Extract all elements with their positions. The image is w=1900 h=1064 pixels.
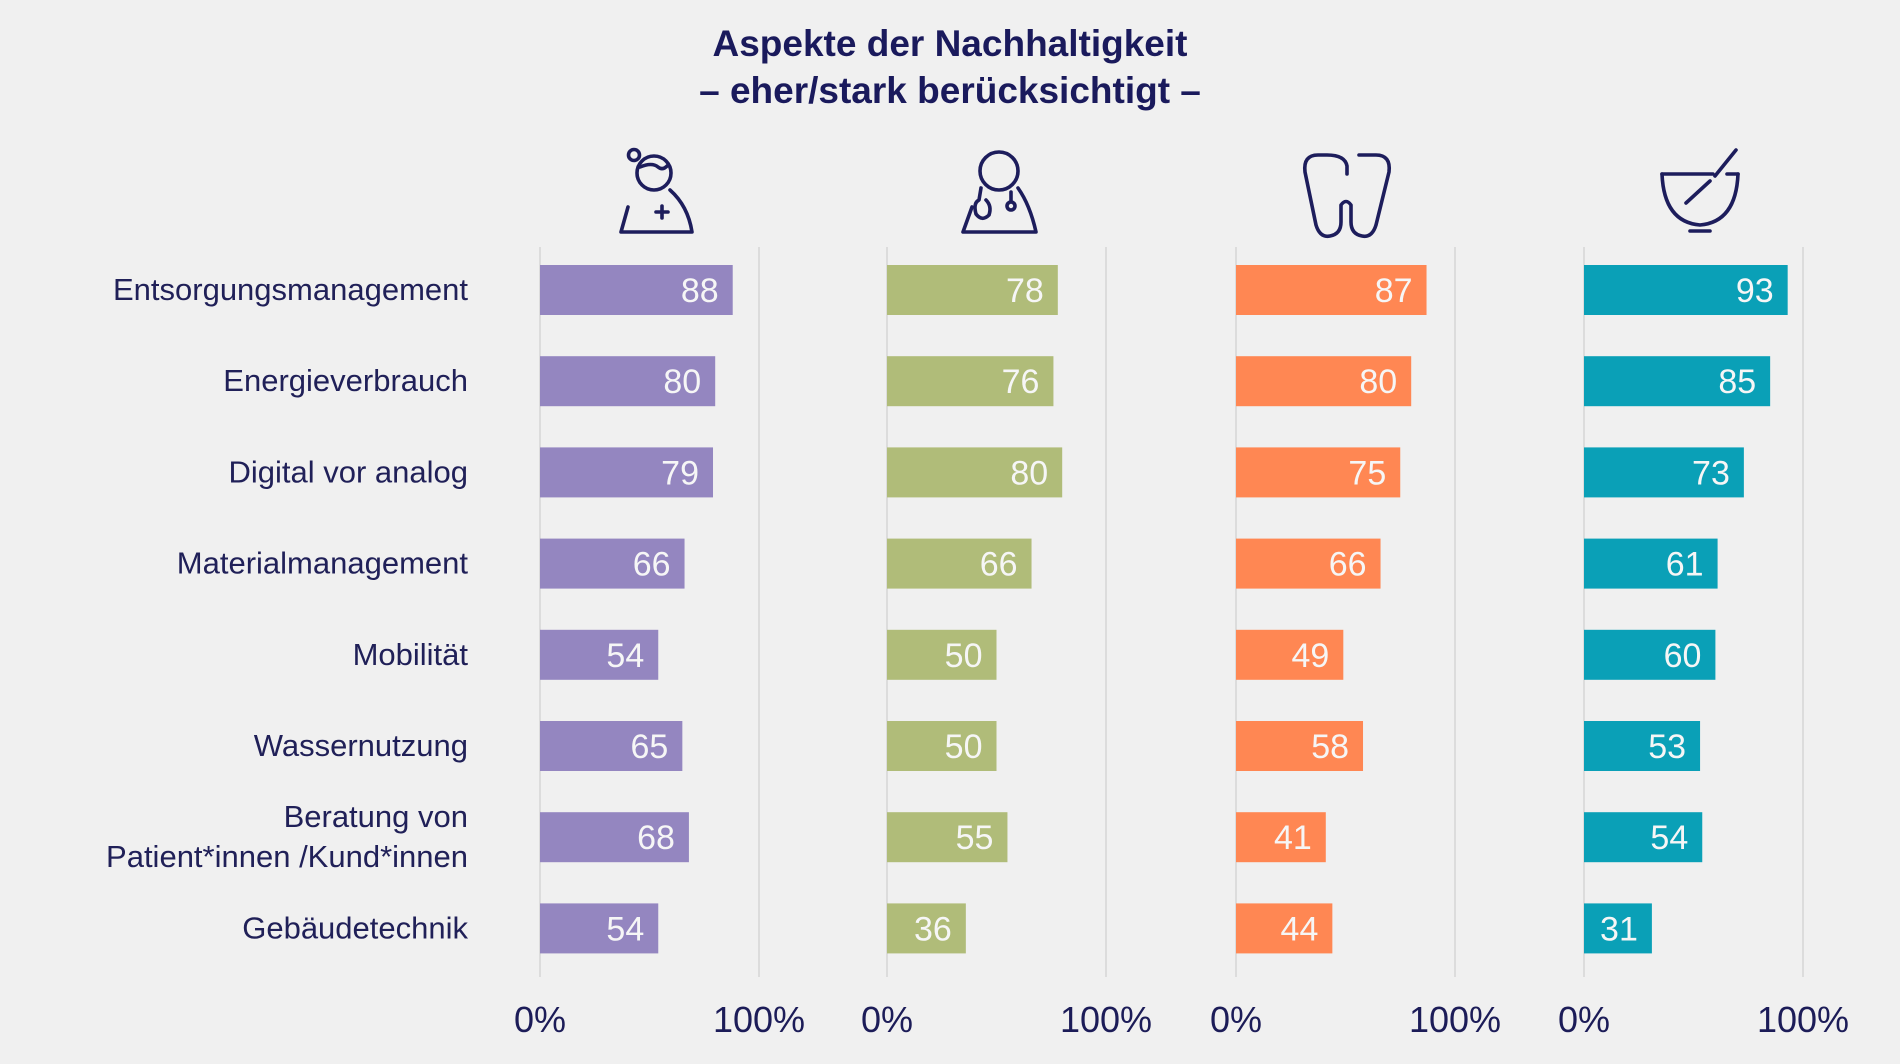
bar	[1584, 812, 1703, 863]
bar	[887, 629, 997, 680]
category-label: Materialmanagement	[177, 546, 469, 581]
value-label: 50	[945, 728, 983, 766]
bar	[540, 721, 683, 771]
bar	[887, 265, 1058, 315]
bar	[1236, 538, 1381, 589]
value-label: 66	[980, 546, 1018, 584]
category-labels: Entsorgungsmanagement Energieverbrauch Dig…	[106, 272, 468, 945]
category-label: Beratung von	[284, 799, 468, 834]
tick-label: 0%	[1210, 999, 1262, 1040]
bar	[1236, 903, 1333, 954]
value-label: 79	[661, 454, 699, 492]
value-label: 75	[1348, 454, 1386, 492]
tooth-icon	[1302, 153, 1392, 239]
category-label: Patient*innen /Kund*innen	[106, 839, 468, 874]
bar	[540, 356, 716, 407]
bar	[1584, 265, 1788, 315]
bar	[887, 356, 1054, 407]
bar	[1584, 356, 1771, 407]
value-label: 41	[1274, 819, 1312, 857]
value-label: 54	[606, 637, 644, 675]
bar	[540, 265, 733, 315]
value-label: 73	[1692, 454, 1730, 492]
value-label: 60	[1664, 637, 1702, 675]
value-label: 44	[1281, 910, 1319, 948]
value-label: 53	[1648, 728, 1686, 766]
category-label: Energieverbrauch	[223, 363, 468, 398]
tick-label: 100%	[1757, 999, 1849, 1040]
value-label: 31	[1600, 910, 1638, 948]
bar	[1236, 447, 1401, 498]
value-label: 54	[1650, 819, 1688, 857]
bar	[1584, 721, 1701, 771]
tick-label: 0%	[861, 999, 913, 1040]
value-label: 66	[633, 546, 671, 584]
tick-label: 0%	[514, 999, 566, 1040]
value-label: 50	[945, 637, 983, 675]
bar	[1236, 629, 1344, 680]
value-label: 85	[1718, 363, 1756, 401]
tick-label: 100%	[1409, 999, 1501, 1040]
bar	[887, 812, 1008, 863]
bar	[1236, 812, 1326, 863]
bar	[887, 903, 966, 954]
category-label: Gebäudetechnik	[242, 910, 468, 945]
value-label: 76	[1002, 363, 1040, 401]
value-label: 36	[914, 910, 952, 948]
bar	[540, 903, 659, 954]
nurse-icon	[619, 147, 694, 234]
tick-label: 0%	[1558, 999, 1610, 1040]
chart-title: Aspekte der Nachhaltigkeit	[712, 23, 1188, 64]
bar	[1236, 721, 1364, 771]
bar	[1584, 903, 1652, 954]
category-label: Entsorgungsmanagement	[113, 272, 468, 307]
value-label: 66	[1329, 546, 1367, 584]
value-label: 68	[637, 819, 675, 857]
bar	[540, 447, 714, 498]
doctor-icon	[961, 150, 1038, 234]
value-label: 88	[681, 272, 719, 310]
value-label: 61	[1666, 546, 1704, 584]
bars: 88 80 79 66 54 65 68 54 78 76 80 66 50 50 55 36 87 80 75 66…	[540, 265, 1788, 954]
category-label: Mobilität	[353, 637, 469, 672]
bar	[887, 447, 1063, 498]
value-label: 55	[956, 819, 994, 857]
bar	[1236, 356, 1412, 407]
x-axis-ticks: 0% 100% 0% 100% 0% 100% 0% 100%	[514, 999, 1849, 1040]
category-label: Wassernutzung	[254, 728, 468, 763]
bar	[540, 812, 689, 863]
bar	[540, 538, 685, 589]
chart-subtitle: – eher/stark berücksichtigt –	[699, 70, 1201, 111]
bar	[887, 721, 997, 771]
value-label: 65	[631, 728, 669, 766]
bar	[1584, 447, 1744, 498]
chart-title-block: Aspekte der Nachhaltigkeit – eher/stark …	[0, 20, 1900, 114]
value-label: 54	[606, 910, 644, 948]
mortar-pestle-icon	[1660, 148, 1740, 233]
tick-label: 100%	[713, 999, 805, 1040]
value-label: 93	[1736, 272, 1774, 310]
bar	[887, 538, 1032, 589]
panel-icons	[619, 147, 1740, 239]
value-label: 80	[1359, 363, 1397, 401]
value-label: 80	[1010, 454, 1048, 492]
value-label: 58	[1311, 728, 1349, 766]
bar	[1584, 538, 1718, 589]
bar	[1236, 265, 1427, 315]
tick-label: 100%	[1060, 999, 1152, 1040]
value-label: 78	[1006, 272, 1044, 310]
value-label: 80	[663, 363, 701, 401]
category-label: Digital vor analog	[228, 454, 468, 489]
bar	[1584, 629, 1716, 680]
value-label: 49	[1291, 637, 1329, 675]
bar	[540, 629, 659, 680]
value-label: 87	[1375, 272, 1413, 310]
